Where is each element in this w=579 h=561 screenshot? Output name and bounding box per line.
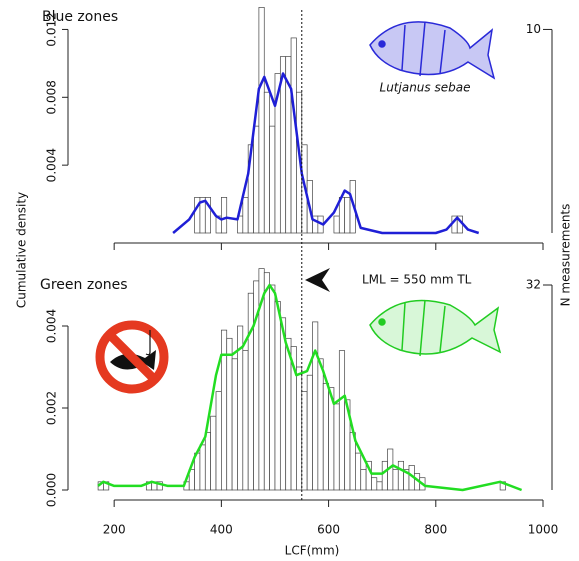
histogram-bar: [269, 284, 276, 491]
panel-title: Green zones: [40, 277, 128, 293]
histogram-bar: [221, 197, 228, 234]
fish-icon-blue: [369, 21, 496, 80]
density-curve: [172, 72, 480, 235]
histogram-bar: [210, 415, 217, 491]
histogram-bar: [274, 301, 281, 491]
x-tick-label: 600: [317, 523, 340, 537]
histogram-bar: [263, 91, 270, 234]
histogram-bar: [231, 358, 238, 491]
y-tick-label: 0.000: [45, 473, 59, 507]
histogram-bar: [253, 125, 260, 234]
histogram-bar: [290, 37, 297, 234]
lml-arrow: [305, 268, 330, 292]
species-label: Lutjanus sebae: [380, 81, 471, 95]
x-axis-label: LCF(mm): [285, 544, 340, 558]
histogram-bar: [333, 215, 340, 234]
histogram-bar: [312, 321, 319, 491]
histogram-bar: [344, 197, 351, 234]
lml-label: LML = 550 mm TL: [362, 273, 472, 287]
density-curve: [97, 283, 523, 492]
histogram-bar: [285, 337, 292, 491]
histogram-bar: [269, 125, 276, 234]
panel-title: Blue zones: [42, 9, 118, 25]
x-tick-label: 800: [424, 523, 447, 537]
histogram-bar: [397, 460, 404, 491]
histogram-bar: [199, 444, 206, 491]
histogram-bar: [365, 460, 372, 491]
histogram-bar: [247, 292, 254, 491]
histogram-bar: [355, 452, 362, 491]
y-tick-label: 0.004: [45, 148, 59, 182]
y2-tick-label: 10: [526, 22, 541, 36]
y-tick-label: 0.004: [45, 309, 59, 343]
histogram-bar: [204, 197, 212, 234]
histogram-bar: [301, 391, 308, 491]
histogram-bar: [226, 337, 233, 491]
histogram-bar: [360, 469, 367, 491]
histogram-bar: [242, 197, 249, 234]
y-tick-label: 0.008: [45, 80, 59, 114]
x-tick-label: 1000: [528, 523, 559, 537]
histogram-bar: [296, 366, 303, 491]
y-tick-label: 0.012: [45, 12, 59, 46]
histogram-bar: [392, 469, 399, 491]
histogram-bar: [333, 403, 340, 491]
histogram-bar: [263, 272, 270, 491]
y2-tick-label: 32: [526, 278, 541, 292]
histogram-bar: [317, 358, 324, 491]
x-tick-label: 200: [103, 523, 126, 537]
histogram-bar: [376, 481, 383, 491]
x-tick-label: 400: [210, 523, 233, 537]
y2-axis-label: N measurements: [559, 204, 573, 307]
histogram-bar: [258, 7, 265, 234]
y-axis-label: Cumulative density: [15, 192, 29, 308]
histogram-bar: [215, 391, 222, 491]
histogram-bar: [322, 383, 329, 491]
histogram-bar: [156, 481, 163, 491]
histogram-bar: [204, 432, 212, 491]
histogram-bar: [306, 374, 313, 491]
fish-icon-green: [369, 299, 502, 357]
y-tick-label: 0.002: [45, 391, 59, 425]
histogram-bar: [242, 350, 249, 491]
no-fishing-sign: [95, 320, 169, 394]
histogram-bar: [338, 350, 346, 491]
histogram-bar: [371, 477, 378, 491]
histogram-bar: [381, 460, 388, 491]
